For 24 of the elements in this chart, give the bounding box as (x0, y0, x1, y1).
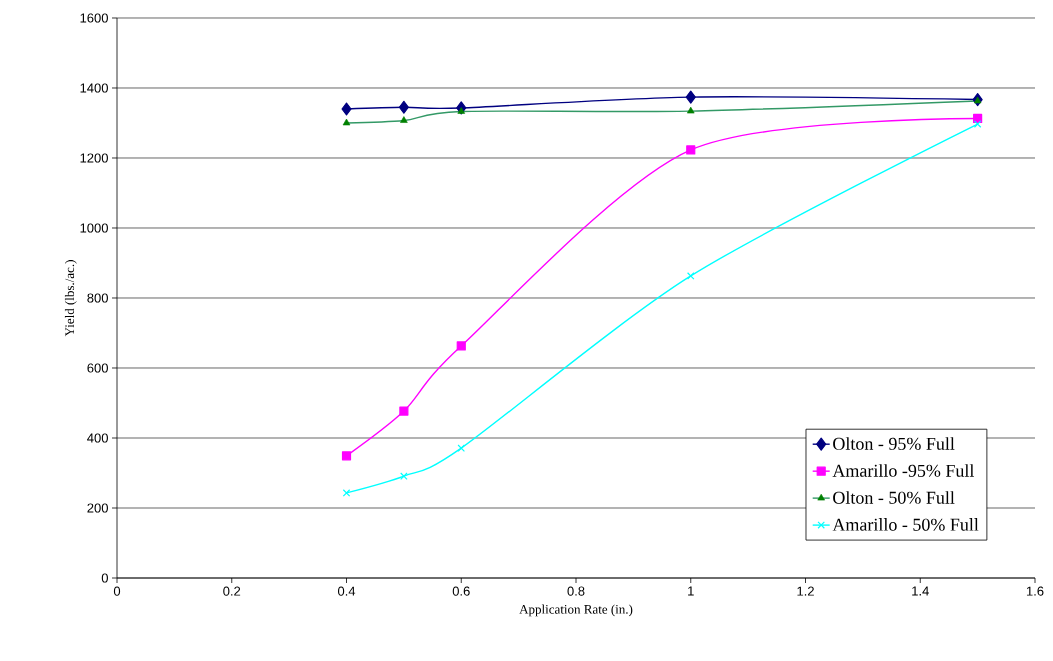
y-tick-label: 600 (87, 363, 108, 373)
x-tick-label: 1 (688, 586, 694, 596)
y-tick-label: 400 (87, 433, 108, 443)
y-tick-label: 1000 (80, 223, 108, 233)
y-tick-label: 1400 (80, 83, 108, 93)
x-tick-label: 0.4 (337, 586, 356, 596)
y-tick-label: 200 (87, 503, 108, 513)
x-axis-title: Application Rate (in.) (519, 604, 633, 617)
x-tick-label: 0.6 (452, 586, 470, 596)
legend-label: Amarillo - 50% Full (832, 518, 979, 531)
y-tick-label: 1200 (80, 153, 108, 163)
x-tick-label: 1.4 (912, 586, 929, 596)
legend-label: Olton - 50% Full (833, 491, 955, 504)
y-tick-label: 1600 (80, 13, 108, 23)
y-tick-label: 800 (87, 293, 108, 303)
x-tick-label: 0 (113, 586, 121, 596)
x-tick-label: 0.8 (567, 586, 585, 596)
legend-label: Olton - 95% Full (833, 437, 955, 450)
x-tick-label: 1.6 (1026, 586, 1044, 596)
y-tick-label: 0 (101, 573, 108, 583)
x-tick-label: 1.2 (797, 586, 814, 596)
y-axis-title: Yield (lbs./ac.) (64, 260, 77, 337)
legend-label: Amarillo -95% Full (832, 464, 975, 477)
x-tick-label: 0.2 (223, 586, 241, 596)
